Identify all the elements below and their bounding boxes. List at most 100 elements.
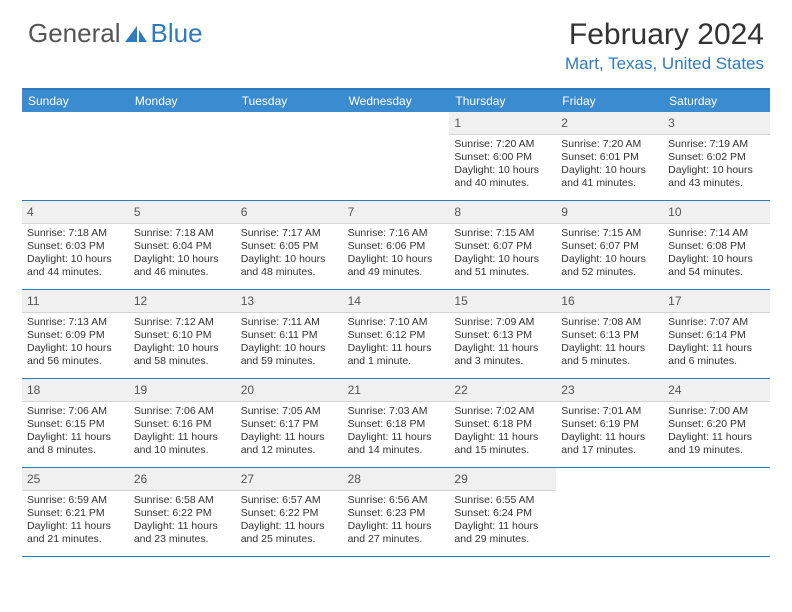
daylight-text: Daylight: 11 hours and 10 minutes. <box>134 431 231 457</box>
sunrise-text: Sunrise: 7:05 AM <box>241 405 338 418</box>
sunrise-text: Sunrise: 7:06 AM <box>27 405 124 418</box>
day-number: 18 <box>27 383 40 397</box>
week-row: 25Sunrise: 6:59 AMSunset: 6:21 PMDayligh… <box>22 468 770 557</box>
sunset-text: Sunset: 6:03 PM <box>27 240 124 253</box>
day-number: 27 <box>241 472 254 486</box>
sunrise-text: Sunrise: 7:17 AM <box>241 227 338 240</box>
sunset-text: Sunset: 6:00 PM <box>454 151 551 164</box>
day-number: 16 <box>561 294 574 308</box>
daylight-text: Daylight: 10 hours and 44 minutes. <box>27 253 124 279</box>
weekday-header: Monday <box>129 90 236 112</box>
day-cell: 23Sunrise: 7:01 AMSunset: 6:19 PMDayligh… <box>556 379 663 467</box>
sunrise-text: Sunrise: 7:01 AM <box>561 405 658 418</box>
daylight-text: Daylight: 10 hours and 46 minutes. <box>134 253 231 279</box>
day-number: 8 <box>454 205 461 219</box>
day-header: 19 <box>129 379 236 402</box>
day-header: 23 <box>556 379 663 402</box>
day-number: 28 <box>348 472 361 486</box>
day-header: 17 <box>663 290 770 313</box>
day-header: 2 <box>556 112 663 135</box>
day-number: 23 <box>561 383 574 397</box>
sunset-text: Sunset: 6:10 PM <box>134 329 231 342</box>
day-number: 11 <box>27 294 39 308</box>
logo-sail-icon <box>123 24 149 44</box>
day-number: 4 <box>27 205 34 219</box>
daylight-text: Daylight: 11 hours and 14 minutes. <box>348 431 445 457</box>
sunrise-text: Sunrise: 6:59 AM <box>27 494 124 507</box>
daylight-text: Daylight: 10 hours and 40 minutes. <box>454 164 551 190</box>
sunrise-text: Sunrise: 6:58 AM <box>134 494 231 507</box>
location-label: Mart, Texas, United States <box>565 54 764 74</box>
day-header: 12 <box>129 290 236 313</box>
day-number: 14 <box>348 294 361 308</box>
day-cell: 19Sunrise: 7:06 AMSunset: 6:16 PMDayligh… <box>129 379 236 467</box>
sunset-text: Sunset: 6:24 PM <box>454 507 551 520</box>
daylight-text: Daylight: 11 hours and 6 minutes. <box>668 342 765 368</box>
daylight-text: Daylight: 10 hours and 48 minutes. <box>241 253 338 279</box>
day-cell: 15Sunrise: 7:09 AMSunset: 6:13 PMDayligh… <box>449 290 556 378</box>
day-number: 1 <box>454 116 461 130</box>
weekday-header-row: Sunday Monday Tuesday Wednesday Thursday… <box>22 90 770 112</box>
sunset-text: Sunset: 6:17 PM <box>241 418 338 431</box>
day-cell: 11Sunrise: 7:13 AMSunset: 6:09 PMDayligh… <box>22 290 129 378</box>
day-cell: 6Sunrise: 7:17 AMSunset: 6:05 PMDaylight… <box>236 201 343 289</box>
sunset-text: Sunset: 6:15 PM <box>27 418 124 431</box>
sunrise-text: Sunrise: 7:20 AM <box>561 138 658 151</box>
logo-text-blue: Blue <box>151 18 203 49</box>
sunrise-text: Sunrise: 7:06 AM <box>134 405 231 418</box>
day-header: 28 <box>343 468 450 491</box>
day-header: 21 <box>343 379 450 402</box>
week-row: 18Sunrise: 7:06 AMSunset: 6:15 PMDayligh… <box>22 379 770 468</box>
sunrise-text: Sunrise: 7:15 AM <box>561 227 658 240</box>
weeks-container: 1Sunrise: 7:20 AMSunset: 6:00 PMDaylight… <box>22 112 770 557</box>
daylight-text: Daylight: 10 hours and 58 minutes. <box>134 342 231 368</box>
day-header: 5 <box>129 201 236 224</box>
daylight-text: Daylight: 11 hours and 29 minutes. <box>454 520 551 546</box>
weekday-header: Friday <box>556 90 663 112</box>
day-header: 20 <box>236 379 343 402</box>
day-header: 9 <box>556 201 663 224</box>
weekday-header: Wednesday <box>343 90 450 112</box>
daylight-text: Daylight: 10 hours and 51 minutes. <box>454 253 551 279</box>
day-header: 3 <box>663 112 770 135</box>
sunset-text: Sunset: 6:21 PM <box>27 507 124 520</box>
sunrise-text: Sunrise: 7:14 AM <box>668 227 765 240</box>
day-cell <box>343 112 450 200</box>
day-cell: 16Sunrise: 7:08 AMSunset: 6:13 PMDayligh… <box>556 290 663 378</box>
day-cell: 12Sunrise: 7:12 AMSunset: 6:10 PMDayligh… <box>129 290 236 378</box>
sunset-text: Sunset: 6:09 PM <box>27 329 124 342</box>
daylight-text: Daylight: 11 hours and 12 minutes. <box>241 431 338 457</box>
daylight-text: Daylight: 10 hours and 52 minutes. <box>561 253 658 279</box>
week-row: 11Sunrise: 7:13 AMSunset: 6:09 PMDayligh… <box>22 290 770 379</box>
day-header: 26 <box>129 468 236 491</box>
daylight-text: Daylight: 11 hours and 8 minutes. <box>27 431 124 457</box>
sunrise-text: Sunrise: 6:55 AM <box>454 494 551 507</box>
day-header: 8 <box>449 201 556 224</box>
weekday-header: Tuesday <box>236 90 343 112</box>
daylight-text: Daylight: 11 hours and 15 minutes. <box>454 431 551 457</box>
day-number: 7 <box>348 205 355 219</box>
daylight-text: Daylight: 11 hours and 19 minutes. <box>668 431 765 457</box>
sunset-text: Sunset: 6:06 PM <box>348 240 445 253</box>
sunrise-text: Sunrise: 7:02 AM <box>454 405 551 418</box>
sunset-text: Sunset: 6:11 PM <box>241 329 338 342</box>
day-cell: 22Sunrise: 7:02 AMSunset: 6:18 PMDayligh… <box>449 379 556 467</box>
day-number: 6 <box>241 205 248 219</box>
logo: General Blue <box>28 18 203 49</box>
day-header: 27 <box>236 468 343 491</box>
day-cell: 8Sunrise: 7:15 AMSunset: 6:07 PMDaylight… <box>449 201 556 289</box>
day-cell: 13Sunrise: 7:11 AMSunset: 6:11 PMDayligh… <box>236 290 343 378</box>
day-cell: 29Sunrise: 6:55 AMSunset: 6:24 PMDayligh… <box>449 468 556 556</box>
day-cell: 9Sunrise: 7:15 AMSunset: 6:07 PMDaylight… <box>556 201 663 289</box>
day-number: 15 <box>454 294 467 308</box>
sunset-text: Sunset: 6:22 PM <box>134 507 231 520</box>
day-cell: 2Sunrise: 7:20 AMSunset: 6:01 PMDaylight… <box>556 112 663 200</box>
day-number: 10 <box>668 205 681 219</box>
daylight-text: Daylight: 10 hours and 43 minutes. <box>668 164 765 190</box>
day-number: 13 <box>241 294 254 308</box>
day-number: 17 <box>668 294 681 308</box>
day-header: 1 <box>449 112 556 135</box>
sunset-text: Sunset: 6:19 PM <box>561 418 658 431</box>
daylight-text: Daylight: 10 hours and 54 minutes. <box>668 253 765 279</box>
day-number: 5 <box>134 205 141 219</box>
